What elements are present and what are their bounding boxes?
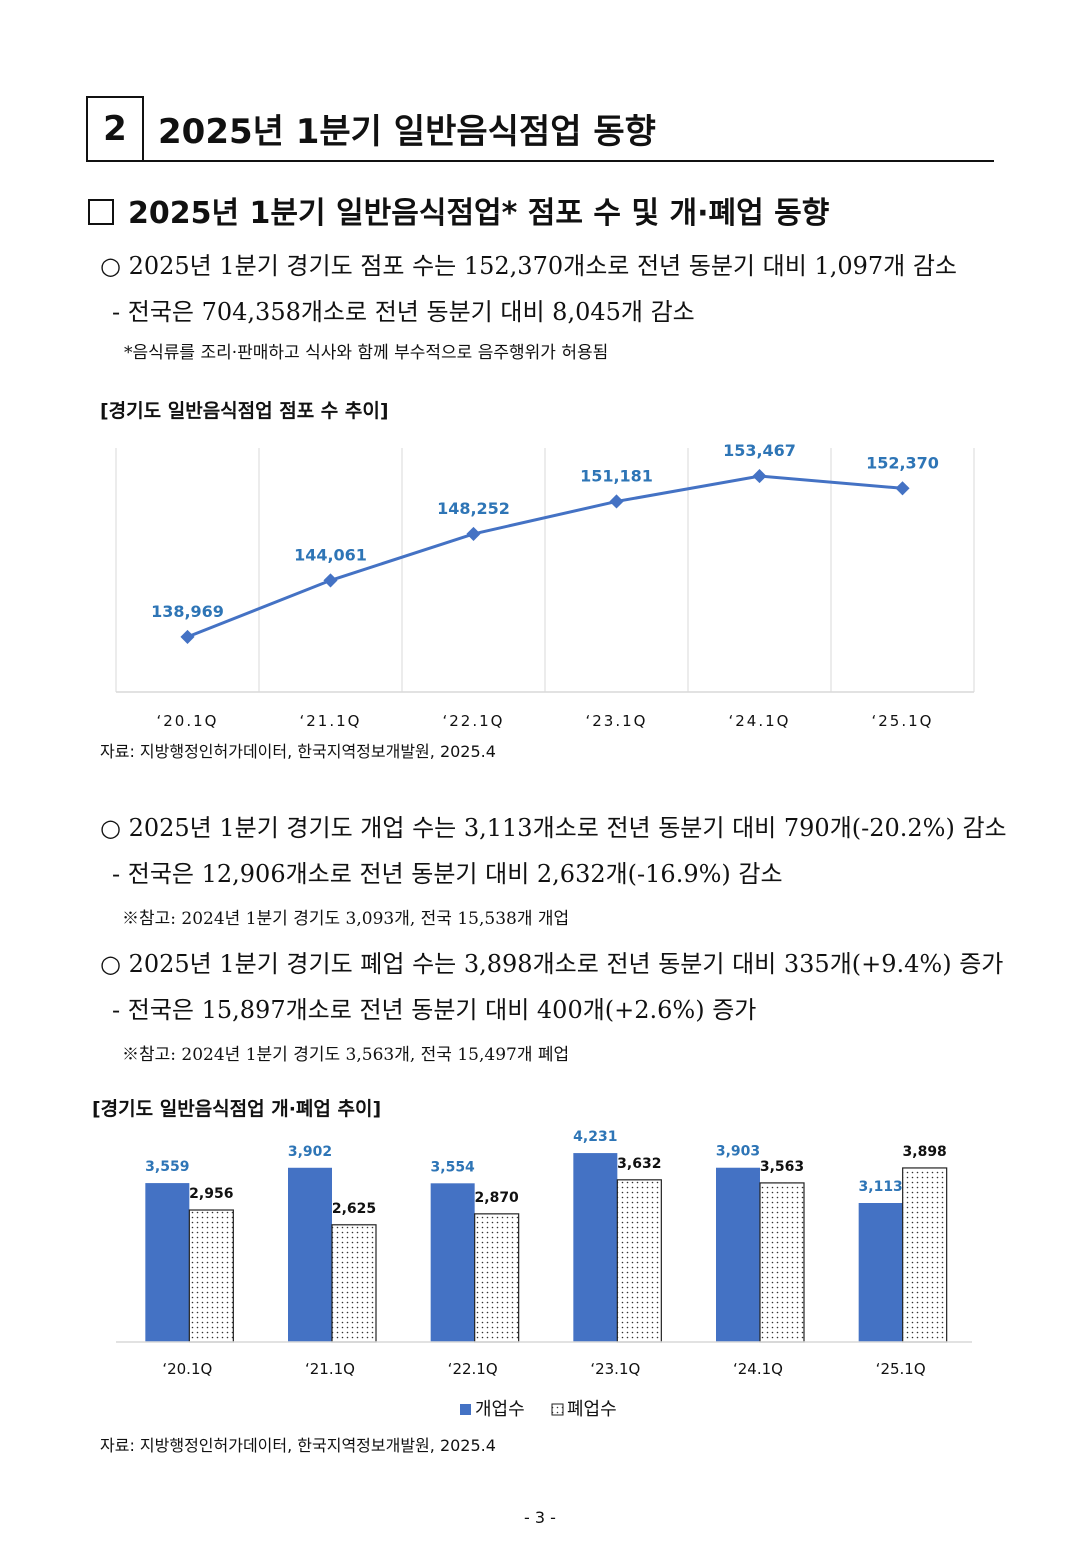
chart1-x-axis: ‘20.1Q ‘21.1Q ‘22.1Q ‘23.1Q ‘24.1Q ‘25.1Q bbox=[157, 712, 934, 730]
bar-closures bbox=[331, 1224, 377, 1343]
bar-openings bbox=[716, 1167, 760, 1342]
chart2-source: 자료: 지방행정인허가데이터, 한국지역정보개발원, 2025.4 bbox=[100, 1436, 496, 1455]
x-tick-label: ‘22.1Q bbox=[448, 1360, 498, 1378]
x-tick-label: ‘20.1Q bbox=[157, 712, 219, 730]
subheading: 2025년 1분기 일반음식점업* 점포 수 및 개·폐업 동향 bbox=[88, 188, 829, 232]
bar-closures bbox=[616, 1179, 662, 1343]
data-point-marker bbox=[466, 526, 481, 542]
page-number: - 3 - bbox=[524, 1508, 556, 1527]
data-point-marker bbox=[895, 481, 910, 496]
data-label: 4,231 bbox=[573, 1129, 617, 1145]
bar-closures bbox=[759, 1182, 805, 1343]
legend-label-openings: 개업수 bbox=[475, 1399, 525, 1420]
bar-closures bbox=[474, 1213, 520, 1343]
chart2-legend: 개업수 폐업수 bbox=[460, 1399, 617, 1420]
bullet-closures: ○ 2025년 1분기 경기도 폐업 수는 3,898개소로 전년 동분기 대비… bbox=[100, 950, 1004, 978]
bar-openings bbox=[858, 1203, 903, 1342]
section-underline bbox=[144, 160, 994, 162]
data-label: 3,554 bbox=[431, 1159, 476, 1175]
x-tick-label: ‘22.1Q bbox=[443, 712, 505, 730]
bar-openings bbox=[430, 1183, 475, 1342]
data-point-marker bbox=[323, 573, 338, 588]
x-tick-label: ‘24.1Q bbox=[729, 712, 791, 730]
footnote-definition: *음식류를 조리·판매하고 식사와 함께 부수적으로 음주행위가 허용됨 bbox=[124, 343, 609, 363]
subheading-text: 2025년 1분기 일반음식점업* 점포 수 및 개·폐업 동향 bbox=[128, 196, 830, 231]
data-label: 153,467 bbox=[723, 441, 796, 460]
chart2-bars bbox=[116, 1153, 972, 1343]
data-label: 152,370 bbox=[866, 453, 939, 472]
data-label: 144,061 bbox=[294, 545, 367, 564]
series-line bbox=[186, 474, 903, 639]
data-label: 3,559 bbox=[145, 1159, 189, 1175]
bullet-store-count: ○ 2025년 1분기 경기도 점포 수는 152,370개소로 전년 동분기 … bbox=[100, 252, 957, 280]
bar-openings bbox=[288, 1167, 332, 1342]
legend-swatch-closures bbox=[551, 1403, 564, 1416]
data-label: 3,113 bbox=[859, 1179, 903, 1195]
chart1-title: [경기도 일반음식점업 점포 수 추이] bbox=[100, 400, 389, 422]
data-label: 2,956 bbox=[189, 1186, 233, 1202]
sub-bullet-national-openings: - 전국은 12,906개소로 전년 동분기 대비 2,632개(-16.9%)… bbox=[112, 860, 783, 888]
x-tick-label: ‘23.1Q bbox=[590, 1360, 640, 1378]
data-label: 2,625 bbox=[332, 1201, 376, 1217]
chart2-x-axis: ‘20.1Q ‘21.1Q ‘22.1Q ‘23.1Q ‘24.1Q ‘25.1Q bbox=[162, 1360, 925, 1378]
data-label: 3,902 bbox=[288, 1144, 332, 1160]
data-label: 3,632 bbox=[617, 1156, 661, 1172]
data-label: 3,563 bbox=[760, 1159, 804, 1175]
x-tick-label: ‘20.1Q bbox=[162, 1360, 212, 1378]
note-closures-reference: ※참고: 2024년 1분기 경기도 3,563개, 전국 15,497개 폐업 bbox=[122, 1045, 570, 1065]
data-point-marker bbox=[180, 629, 195, 644]
square-bullet-icon bbox=[88, 199, 114, 225]
data-label: 138,969 bbox=[151, 602, 224, 621]
data-label: 151,181 bbox=[580, 466, 653, 485]
x-tick-label: ‘21.1Q bbox=[300, 712, 362, 730]
sub-bullet-national-closures: - 전국은 15,897개소로 전년 동분기 대비 400개(+2.6%) 증가 bbox=[112, 996, 757, 1024]
legend-label-closures: 폐업수 bbox=[567, 1399, 617, 1420]
bar-closures bbox=[188, 1209, 234, 1343]
data-point-marker bbox=[609, 494, 624, 509]
chart1-series bbox=[180, 469, 910, 644]
chart2-title: [경기도 일반음식점업 개·폐업 추이] bbox=[92, 1098, 382, 1120]
x-tick-label: ‘24.1Q bbox=[733, 1360, 783, 1378]
section-number: 2 bbox=[86, 96, 144, 162]
data-label: 3,898 bbox=[903, 1144, 947, 1160]
data-label: 3,903 bbox=[716, 1144, 760, 1160]
x-tick-label: ‘25.1Q bbox=[872, 712, 934, 730]
data-point-marker bbox=[752, 469, 767, 484]
section-title: 2025년 1분기 일반음식점업 동향 bbox=[158, 112, 656, 152]
bar-openings bbox=[145, 1183, 190, 1342]
x-tick-label: ‘23.1Q bbox=[586, 712, 648, 730]
sub-bullet-national-store: - 전국은 704,358개소로 전년 동분기 대비 8,045개 감소 bbox=[112, 298, 695, 326]
x-tick-label: ‘25.1Q bbox=[876, 1360, 926, 1378]
note-openings-reference: ※참고: 2024년 1분기 경기도 3,093개, 전국 15,538개 개업 bbox=[122, 909, 570, 929]
section-header: 2 2025년 1분기 일반음식점업 동향 bbox=[86, 96, 994, 164]
legend-swatch-openings bbox=[460, 1404, 471, 1415]
chart1-gridlines bbox=[115, 448, 975, 693]
bullet-openings: ○ 2025년 1분기 경기도 개업 수는 3,113개소로 전년 동분기 대비… bbox=[100, 814, 1007, 842]
data-label: 148,252 bbox=[437, 499, 510, 518]
chart1-source: 자료: 지방행정인허가데이터, 한국지역정보개발원, 2025.4 bbox=[100, 742, 496, 761]
chart1-data-labels: 138,969 144,061 148,252 151,181 153,467 152,3… bbox=[151, 441, 939, 621]
data-label: 2,870 bbox=[475, 1190, 520, 1206]
bar-closures bbox=[902, 1167, 948, 1343]
bar-openings bbox=[573, 1153, 618, 1342]
x-tick-label: ‘21.1Q bbox=[305, 1360, 355, 1378]
store-count-line-chart: 138,969 144,061 148,252 151,181 153,467 152,3… bbox=[115, 441, 975, 730]
